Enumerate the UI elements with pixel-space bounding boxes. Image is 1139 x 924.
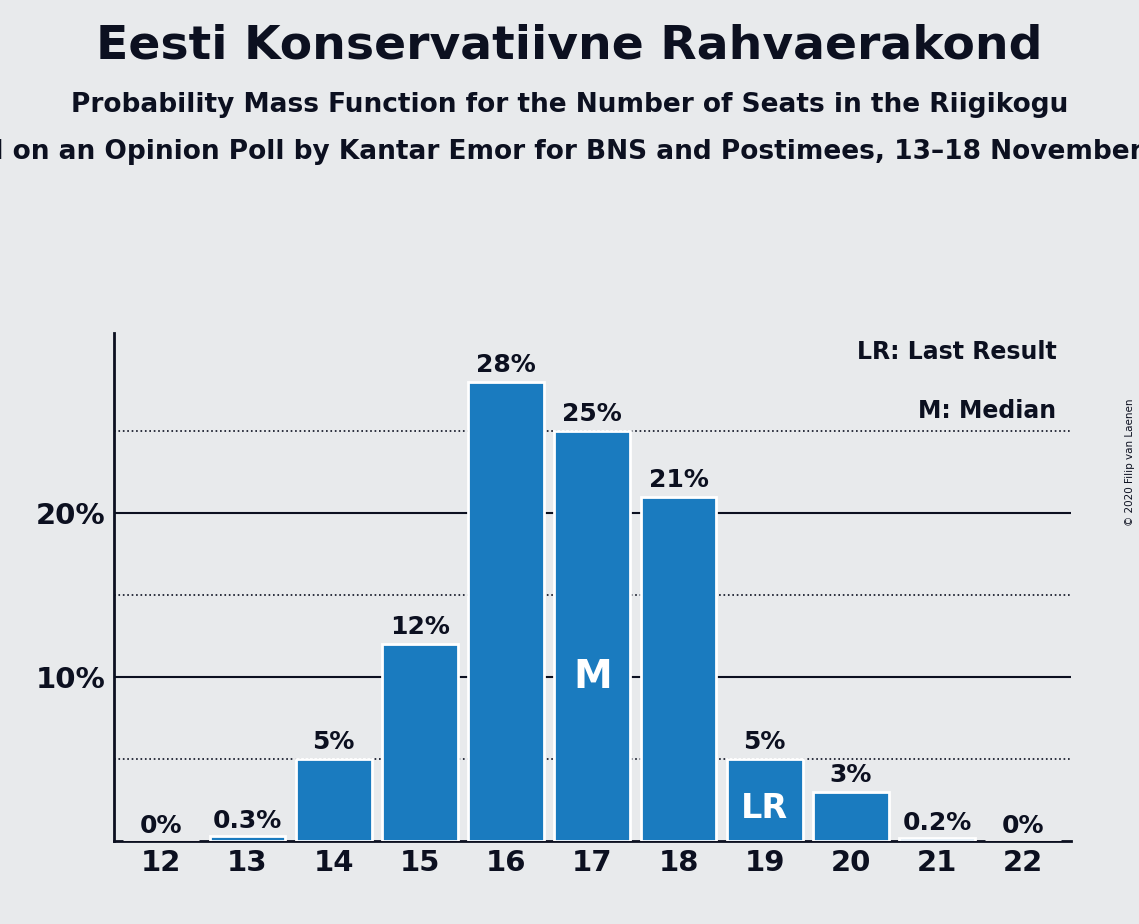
Text: © 2020 Filip van Laenen: © 2020 Filip van Laenen bbox=[1125, 398, 1134, 526]
Bar bbox=[555, 431, 630, 841]
Bar bbox=[813, 792, 888, 841]
Text: LR: Last Result: LR: Last Result bbox=[857, 340, 1056, 364]
Bar bbox=[640, 496, 716, 841]
Text: M: M bbox=[573, 658, 612, 696]
Text: Probability Mass Function for the Number of Seats in the Riigikogu: Probability Mass Function for the Number… bbox=[71, 92, 1068, 118]
Bar bbox=[899, 837, 975, 841]
Text: 0%: 0% bbox=[1002, 814, 1044, 838]
Text: 21%: 21% bbox=[648, 468, 708, 492]
Text: Based on an Opinion Poll by Kantar Emor for BNS and Postimees, 13–18 November 20: Based on an Opinion Poll by Kantar Emor … bbox=[0, 139, 1139, 164]
Text: 12%: 12% bbox=[390, 615, 450, 639]
Text: 28%: 28% bbox=[476, 353, 536, 377]
Bar bbox=[382, 644, 458, 841]
Text: LR: LR bbox=[741, 792, 788, 824]
Text: 25%: 25% bbox=[563, 402, 622, 426]
Text: 5%: 5% bbox=[312, 730, 355, 754]
Bar bbox=[468, 382, 544, 841]
Text: 0.3%: 0.3% bbox=[213, 809, 282, 833]
Text: 3%: 3% bbox=[829, 762, 872, 786]
Text: M: Median: M: Median bbox=[918, 399, 1056, 422]
Bar bbox=[727, 759, 803, 841]
Text: Eesti Konservatiivne Rahvaerakond: Eesti Konservatiivne Rahvaerakond bbox=[97, 23, 1042, 68]
Text: 5%: 5% bbox=[744, 730, 786, 754]
Text: 0%: 0% bbox=[140, 814, 182, 838]
Text: 0.2%: 0.2% bbox=[902, 811, 972, 835]
Bar bbox=[296, 759, 371, 841]
Bar bbox=[210, 836, 286, 841]
